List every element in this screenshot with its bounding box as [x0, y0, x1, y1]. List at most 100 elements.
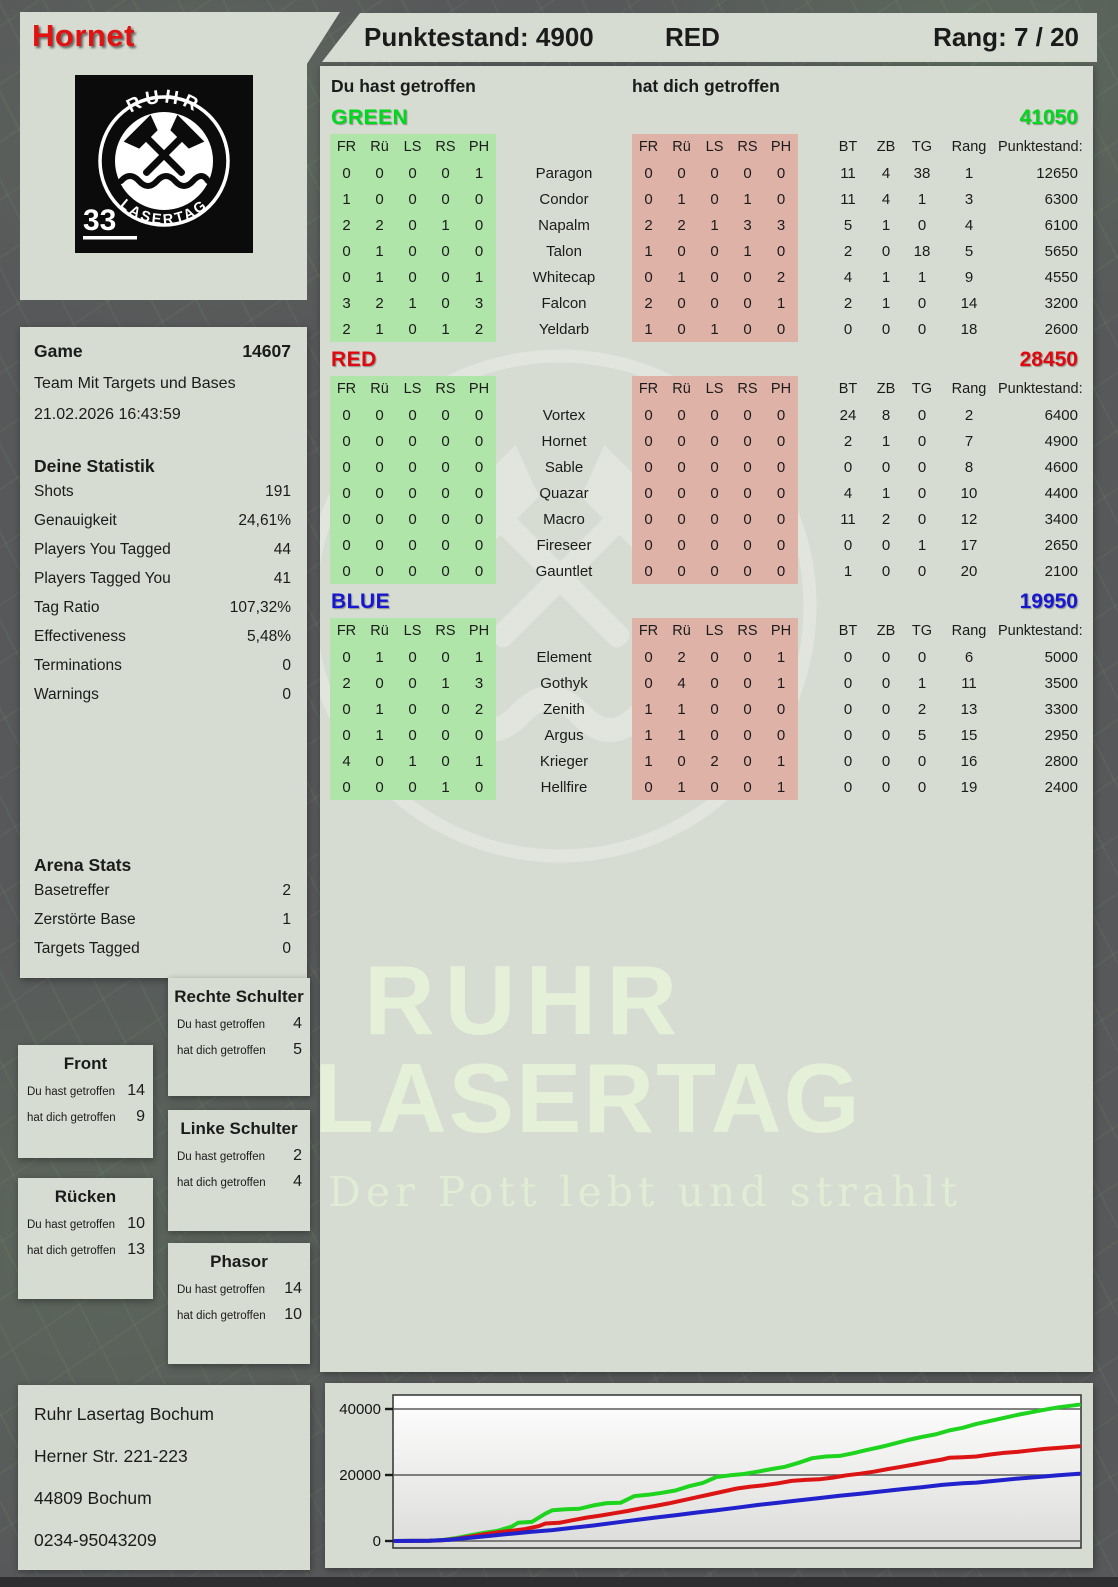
- them-hit-value: 1: [776, 648, 786, 666]
- you-hit-value: 0: [375, 484, 384, 502]
- you-hit-value: 0: [408, 484, 417, 502]
- you-hit-value: 0: [474, 510, 484, 528]
- stat-value: 44: [273, 541, 291, 558]
- stat-cell: 1: [881, 484, 891, 502]
- hit-panel-row: hat dich getroffen 10: [168, 1306, 310, 1324]
- col-header: LS: [705, 623, 724, 639]
- stat-label: Warnings: [34, 686, 99, 703]
- stat-cell: 7: [964, 432, 974, 450]
- you-hit-value: 2: [342, 216, 351, 234]
- you-hit-value: 0: [408, 406, 417, 424]
- stat-value: 0: [282, 686, 291, 703]
- col-header: RS: [435, 381, 456, 397]
- player-row: 0 1 0 0 2 Zenith 1 1 0 0 0 0 0 2 13 3300: [330, 696, 1078, 722]
- you-hit-value: 0: [441, 484, 450, 502]
- them-hit-value: 2: [677, 648, 686, 666]
- player-name-cell: Macro: [543, 510, 585, 528]
- col-header: TG: [911, 623, 933, 639]
- them-hit-value: 0: [644, 458, 653, 476]
- you-hit-value: 0: [408, 510, 417, 528]
- hit-row-value: 14: [127, 1082, 145, 1099]
- hit-panel-title: Rechte Schulter: [174, 987, 304, 1006]
- you-hit-value: 0: [441, 190, 450, 208]
- col-header: Rang: [951, 139, 987, 155]
- hit-row-value: 10: [127, 1215, 145, 1232]
- stat-cell: 2: [881, 510, 891, 528]
- col-header: FR: [638, 623, 659, 639]
- hit-row-label: Du hast getroffen: [177, 1151, 266, 1163]
- col-header: Rang: [951, 623, 987, 639]
- them-hit-value: 4: [677, 674, 686, 692]
- hit-row-value: 4: [293, 1015, 302, 1032]
- address-panel: Ruhr Lasertag Bochum Herner Str. 221-223 4…: [18, 1385, 310, 1570]
- them-hit-value: 0: [644, 778, 653, 796]
- them-hit-value: 0: [677, 510, 686, 528]
- col-header: RS: [435, 623, 456, 639]
- team-total: 41050: [1019, 106, 1078, 129]
- stat-cell: 0: [881, 778, 891, 796]
- hit-row-label: hat dich getroffen: [177, 1310, 266, 1322]
- col-header: LS: [705, 381, 724, 397]
- stat-cell: 0: [843, 648, 853, 666]
- stat-cell: 0: [917, 216, 927, 234]
- them-hit-value: 0: [644, 536, 653, 554]
- them-hit-value: 0: [743, 510, 752, 528]
- them-hit-value: 2: [776, 268, 786, 286]
- club-logo-svg: RUHR LASERTAG 33: [75, 75, 253, 253]
- you-hit-value: 0: [474, 778, 484, 796]
- player-name-cell: Gauntlet: [535, 562, 593, 580]
- you-hit-value: 0: [441, 294, 450, 312]
- stat-cell: 8: [964, 458, 974, 476]
- player-row: 0 0 0 0 0 Quazar 0 0 0 0 0 4 1 0 10 4400: [330, 480, 1078, 506]
- stat-cell: 3300: [1044, 700, 1078, 718]
- them-hit-value: 1: [644, 242, 653, 260]
- stats-title: Deine Statistik: [34, 456, 155, 476]
- hit-row-label: Du hast getroffen: [27, 1219, 116, 1231]
- them-hit-value: 0: [776, 510, 786, 528]
- you-hit-value: 1: [408, 752, 417, 770]
- stat-cell: 0: [917, 294, 927, 312]
- stat-value: 191: [265, 483, 291, 500]
- address-line: 44809 Bochum: [34, 1488, 152, 1508]
- stat-cell: 0: [917, 778, 927, 796]
- player-name-cell: Zenith: [543, 700, 585, 718]
- them-hit-value: 0: [644, 268, 653, 286]
- them-hit-value: 0: [677, 536, 686, 554]
- team-total: 28450: [1019, 348, 1078, 371]
- hit-panel-row: Du hast getroffen 10: [18, 1215, 153, 1233]
- them-hits-block: [632, 376, 798, 584]
- you-hit-value: 1: [441, 674, 450, 692]
- scoreboard-panel: RUHR LASERTAG Der Pott lebt und strahlt …: [320, 66, 1093, 1372]
- stat-cell: 0: [843, 726, 853, 744]
- stat-row: Warnings 0: [34, 680, 291, 709]
- stat-row: Tag Ratio 107,32%: [34, 593, 291, 622]
- you-hit-value: 1: [441, 216, 450, 234]
- tick-label: 0: [373, 1533, 381, 1550]
- team-name: GREEN: [331, 106, 409, 129]
- them-hit-value: 0: [743, 700, 752, 718]
- player-name-cell: Quazar: [539, 484, 589, 502]
- stat-cell: 0: [881, 752, 891, 770]
- stat-cell: 2: [843, 432, 853, 450]
- stat-cell: 5: [843, 216, 853, 234]
- stat-cell: 2: [964, 406, 974, 424]
- stat-label: Basetreffer: [34, 882, 110, 899]
- them-hit-value: 1: [710, 216, 719, 234]
- stat-cell: 17: [960, 536, 978, 554]
- player-name-cell: Element: [536, 648, 592, 666]
- col-header: ZB: [876, 139, 896, 155]
- them-hit-value: 0: [677, 320, 686, 338]
- you-hit-value: 0: [375, 510, 384, 528]
- them-hit-value: 0: [677, 242, 686, 260]
- you-hit-value: 0: [474, 190, 484, 208]
- stat-cell: 0: [917, 320, 927, 338]
- stat-cell: 20: [960, 562, 978, 580]
- table-header-row: FR Rü LS RS PH FR Rü LS RS PH BT ZB TG Rang Punktestan…: [330, 618, 1083, 644]
- them-hit-value: 0: [710, 190, 719, 208]
- stat-cell: 0: [917, 406, 927, 424]
- stat-cell: 0: [881, 562, 891, 580]
- punktestand-total: Punktestand: 4900: [364, 22, 594, 52]
- stat-value: 24,61%: [238, 512, 291, 529]
- address-line: Herner Str. 221-223: [34, 1446, 188, 1466]
- stat-cell: 3500: [1044, 674, 1078, 692]
